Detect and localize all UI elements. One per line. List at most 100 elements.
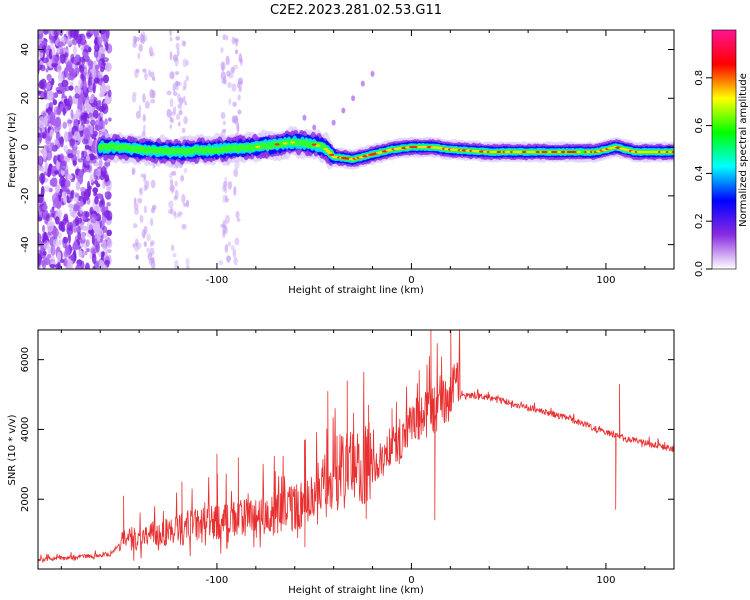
spectrogram-streak-blob	[233, 64, 238, 70]
spectrogram-noise-blob	[73, 131, 81, 141]
spectrogram-noise-blob	[93, 221, 101, 233]
spectrogram-streak-blob	[231, 36, 236, 45]
spectrogram-noise-blob	[89, 124, 94, 135]
snr-xtick-label: 100	[596, 575, 615, 586]
spectrogram-noise-blob	[101, 240, 107, 251]
spectrogram-streak-blob	[150, 179, 156, 189]
spectrogram-noise-blob	[75, 109, 81, 117]
spectrogram-noise-blob	[87, 180, 91, 192]
spectrogram-noise-blob	[105, 179, 112, 191]
spectrogram-noise-blob	[38, 45, 43, 52]
spectrogram-noise-blob	[74, 93, 80, 99]
spectrogram-noise-blob	[83, 44, 90, 54]
spectrogram-streak-blob	[139, 188, 142, 193]
spectrogram-noise-blob	[43, 89, 47, 98]
spectrogram-dot	[360, 80, 365, 87]
spectrogram-noise-blob	[86, 155, 90, 162]
spectrogram-streak-blob	[139, 187, 144, 196]
spectrogram-streak-blob	[220, 46, 224, 53]
spectrogram-noise-blob	[80, 39, 88, 47]
spectrogram-noise-blob	[80, 260, 85, 269]
spectrogram-streak-blob	[233, 38, 239, 43]
snr-plot: -100 0 100 2000 4000 6000 Height of straight …	[7, 329, 675, 596]
spectrogram-streak-blob	[132, 243, 136, 248]
spectrogram-streak-blob	[142, 68, 147, 73]
spectrogram-streak-blob	[220, 111, 226, 120]
spectrogram-noise-blob	[62, 107, 66, 116]
spectrogram-streak-blob	[150, 98, 156, 104]
spectrogram-noise-blob	[59, 258, 65, 263]
spectrogram-noise-blob	[106, 238, 113, 249]
colorbar-label: Normalized spectral amplitude	[738, 73, 749, 227]
spectrogram-noise-blob	[59, 153, 65, 162]
snr-axes: -100 0 100 2000 4000 6000	[20, 330, 674, 586]
spectrogram-streak-blob	[225, 35, 229, 41]
spectrogram-noise-blob	[46, 222, 54, 233]
spectrogram-noise-blob	[51, 54, 58, 63]
spectrogram-noise-blob	[94, 196, 99, 205]
spectrogram-noise-blob	[38, 232, 42, 244]
spectrogram-streak-blob	[179, 110, 183, 116]
spectrogram-noise-blob	[69, 81, 74, 86]
spectrogram-noise-blob	[106, 229, 112, 237]
spectrogram-noise-blob	[88, 30, 96, 35]
spectrogram-streak-blob	[185, 257, 190, 267]
spectrogram-streak-blob	[171, 244, 175, 252]
spectrogram-streak-blob	[182, 58, 188, 68]
spectrogram-streak-blob	[231, 115, 237, 124]
spectrogram-streak-blob	[175, 85, 179, 91]
spectrogram-noise-blob	[83, 66, 88, 76]
spectrogram-streak-blob	[230, 66, 235, 74]
spectrogram-noise-blob	[40, 92, 45, 100]
colorbar-ticks: 0.0 0.2 0.4 0.6 0.8	[694, 70, 712, 277]
spectrogram-noise-blob	[50, 245, 56, 256]
spectrogram-streak-blob	[175, 36, 180, 41]
spectrogram-noise-blob	[72, 225, 78, 233]
spectrogram-streak-blob	[175, 81, 181, 86]
spectrogram-noise-blob	[81, 231, 86, 241]
spectrogram-noise-blob	[104, 259, 110, 266]
spectrogram-streak-blob	[172, 106, 177, 114]
spectrogram-streak-blob	[135, 110, 141, 119]
spectrogram-streak-blob	[139, 214, 144, 223]
spectrogram-noise-blob	[70, 53, 75, 63]
spectrogram-noise-blob	[93, 77, 100, 84]
spectrogram-streak-blob	[136, 68, 140, 74]
spectrogram-streak-blob	[138, 43, 143, 52]
spectrogram-streak-blob	[184, 101, 188, 106]
spectrogram-noise-blob	[63, 195, 67, 204]
spectrogram-ytick-label: -20	[20, 188, 31, 204]
spectrogram-band-core	[290, 141, 296, 144]
spectrogram-noise-blob	[105, 85, 111, 91]
figure-title: C2E2.2023.281.02.53.G11	[270, 3, 442, 18]
spectrogram-streak-blob	[144, 72, 148, 81]
spectrogram-streak-blob	[221, 78, 227, 84]
spectrogram-ytick-label: 40	[20, 43, 31, 56]
spectrogram-streak-blob	[222, 230, 226, 238]
spectrogram-streak-blob	[143, 226, 148, 235]
spectrogram-streak-blob	[240, 59, 243, 66]
spectrogram-noise-blob	[81, 150, 85, 158]
spectrogram-streak-blob	[237, 94, 241, 101]
spectrogram-noise-blob	[66, 222, 74, 232]
colorbar-tick-label: 0.0	[694, 261, 705, 277]
colorbar-tick-label: 0.8	[694, 70, 705, 86]
spectrogram-band-core	[282, 142, 288, 145]
spectrogram-noise-blob	[44, 161, 48, 174]
spectrogram-noise-blob	[104, 118, 108, 126]
spectrogram-streak-blob	[168, 200, 174, 209]
colorbar: 0.0 0.2 0.4 0.6 0.8 Normalized spectral ampl…	[694, 29, 749, 277]
spectrogram-streak-blob	[234, 237, 240, 246]
spectrogram-noise-blob	[94, 43, 100, 53]
spectrogram-dot	[341, 107, 346, 114]
spectrogram-streak-blob	[185, 265, 190, 269]
spectrogram-noise-blob	[91, 68, 97, 79]
spectrogram-streak-blob	[227, 241, 232, 247]
spectrogram-noise-blob	[56, 64, 62, 74]
spectrogram-streak-blob	[236, 217, 241, 222]
spectrogram-streak-blob	[224, 214, 230, 224]
spectrogram-streak-blob	[177, 121, 181, 127]
snr-xlabel: Height of straight line (km)	[288, 585, 424, 596]
spectrogram-noise-blob	[41, 132, 47, 139]
